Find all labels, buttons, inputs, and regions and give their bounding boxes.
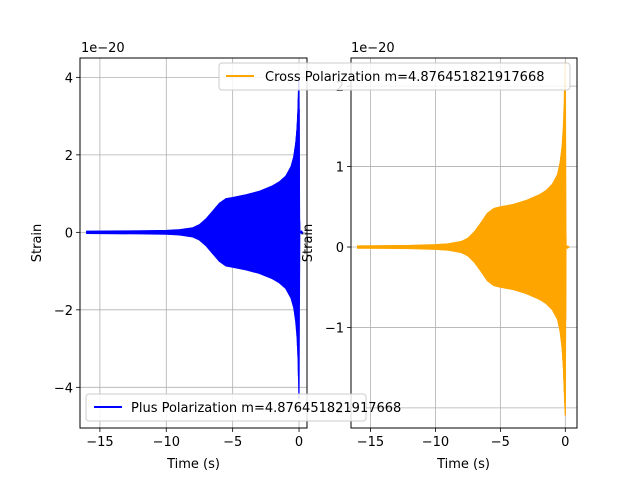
x-tick-label: −15 — [86, 435, 113, 450]
legend-box — [218, 62, 571, 91]
y-axis-offset-text: 1e−20 — [351, 41, 395, 56]
tick-marks: −15 −10 −5 0 −4 −2 0 2 4 — [54, 71, 303, 450]
x-tick-label: 0 — [561, 435, 569, 450]
waveform-line — [86, 80, 304, 395]
legend-label: Cross Polarization m=4.876451821917668 — [265, 70, 544, 85]
legend-plus-polarization: Plus Polarization m=4.876451821917668 — [85, 393, 401, 422]
y-axis-label: Strain — [301, 224, 316, 263]
y-tick-label: 0 — [65, 226, 73, 241]
y-tick-label: −2 — [54, 304, 73, 319]
x-tick-label: −5 — [491, 435, 510, 450]
y-tick-label: −4 — [54, 381, 73, 396]
x-tick-label: −10 — [422, 435, 449, 450]
legend-label: Plus Polarization m=4.876451821917668 — [131, 401, 401, 416]
x-axis-label: Time (s) — [166, 457, 220, 472]
x-axis-label: Time (s) — [436, 457, 490, 472]
y-axis-label: Strain — [30, 224, 45, 263]
axes-frame — [350, 57, 578, 429]
plus-polarization-panel: −15 −10 −5 0 −4 −2 0 2 4 1e−20 Time (s) Strain — [30, 41, 308, 472]
x-tick-label: 0 — [295, 435, 303, 450]
plot-area — [86, 77, 304, 399]
y-tick-label: 0 — [336, 241, 344, 256]
legend-box — [85, 393, 367, 422]
plot-area — [356, 61, 570, 416]
x-tick-label: −10 — [153, 435, 180, 450]
y-tick-label: 2 — [65, 149, 73, 164]
x-tick-label: −5 — [223, 435, 242, 450]
axes-frame — [79, 57, 308, 429]
y-tick-label: 4 — [65, 71, 73, 86]
legend-cross-polarization: Cross Polarization m=4.876451821917668 — [218, 62, 571, 91]
cross-polarization-panel: −15−10−50−2−1012 1e−20 Time (s) Strain — [301, 41, 578, 472]
y-axis-offset-text: 1e−20 — [81, 41, 125, 56]
x-tick-label: −15 — [357, 435, 384, 450]
y-tick-label: 1 — [336, 161, 344, 176]
y-tick-label: −1 — [325, 321, 344, 336]
waveform-line — [356, 68, 570, 414]
